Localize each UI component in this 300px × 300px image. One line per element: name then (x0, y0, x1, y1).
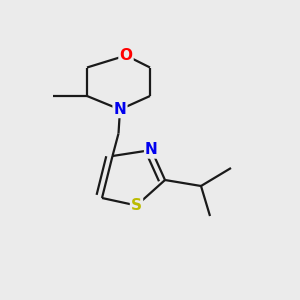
Text: O: O (119, 48, 133, 63)
Text: S: S (131, 198, 142, 213)
Text: N: N (114, 102, 126, 117)
Text: N: N (145, 142, 158, 158)
